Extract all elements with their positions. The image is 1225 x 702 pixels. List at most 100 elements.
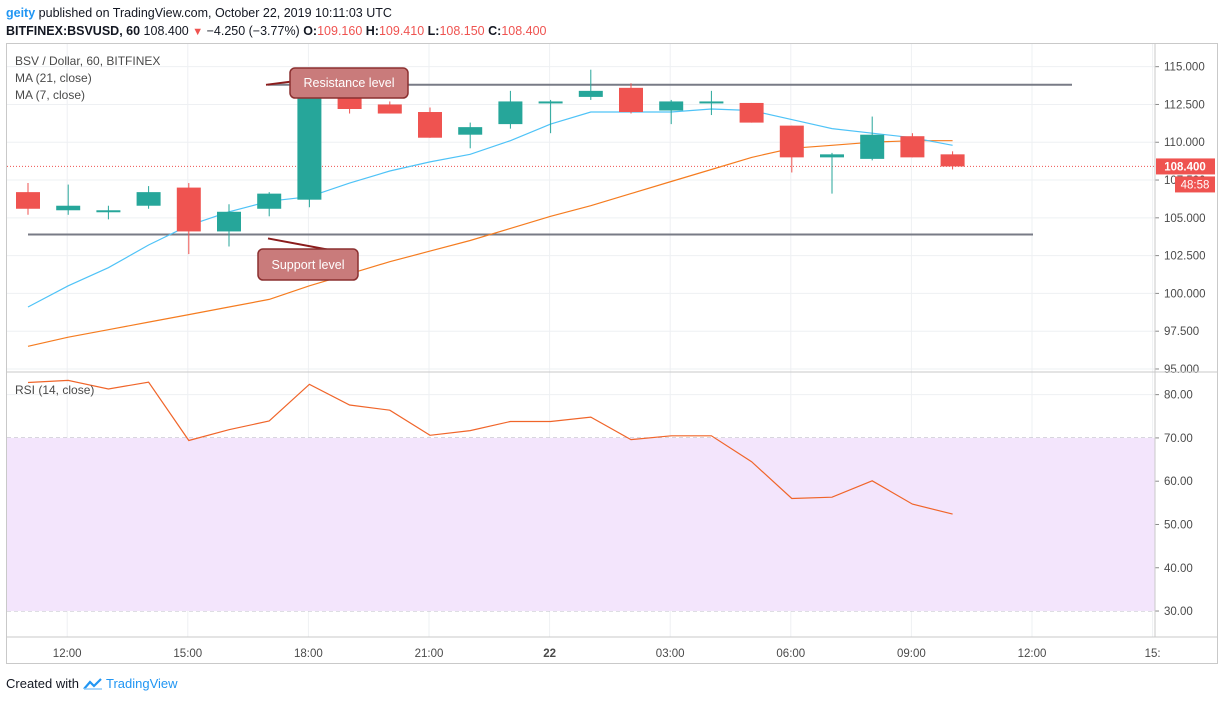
candle: [217, 204, 241, 247]
open-value: 109.160: [317, 24, 363, 38]
candle: [900, 133, 925, 158]
price-axis-label: 112.500: [1164, 99, 1205, 111]
footer: Created with TradingView: [6, 676, 178, 691]
candle: [176, 183, 201, 255]
legend-rsi: RSI (14, close): [15, 383, 94, 397]
time-axis-label: 15:: [1145, 648, 1161, 660]
low-label: L:: [427, 24, 440, 38]
candle-body: [820, 154, 844, 158]
resistance-callout[interactable]: [289, 67, 409, 99]
candle: [136, 186, 161, 209]
tradingview-link[interactable]: TradingView: [83, 676, 178, 691]
close-value: 108.400: [501, 24, 547, 38]
candle-body: [538, 101, 563, 104]
candle: [56, 184, 81, 215]
tradingview-logo-icon: [83, 677, 102, 690]
price-axis-label: 110.000: [1164, 137, 1205, 149]
rsi-axis-label: 70.00: [1164, 433, 1193, 445]
time-axis-label: 22: [543, 648, 556, 660]
candle-body: [458, 127, 483, 135]
price-axis-label: 100.000: [1164, 288, 1206, 300]
last-price-tag-text: 108.400: [1164, 161, 1206, 173]
candle-body: [377, 104, 402, 114]
candle-body: [297, 87, 322, 200]
time-axis-label: 09:00: [897, 648, 926, 660]
candle: [699, 90, 724, 116]
time-axis-label: 06:00: [776, 648, 805, 660]
resistance-label: Resistance level: [303, 76, 394, 90]
candle: [538, 99, 563, 134]
candle: [16, 183, 40, 215]
candles-layer: [16, 69, 965, 255]
candle-body: [257, 193, 282, 209]
candle: [779, 125, 804, 173]
price-axis-label: 105.000: [1164, 213, 1206, 225]
legend-title: BSV / Dollar, 60, BITFINEX: [15, 54, 160, 68]
price-axis-label: 115.000: [1164, 62, 1205, 74]
time-axis-label: 18:00: [294, 648, 323, 660]
high-label: H:: [365, 24, 379, 38]
rsi-axis-label: 80.00: [1164, 390, 1193, 402]
candle-body: [699, 101, 724, 104]
rsi-axis-label: 40.00: [1164, 563, 1193, 575]
support-callout[interactable]: [257, 248, 359, 281]
axes-layer: 12:00 15:00 18:00 21:00 22 03:00 06:00 09:00 12:…: [7, 44, 1217, 660]
price-axis-label: 97.500: [1164, 326, 1199, 338]
candle-body: [418, 112, 442, 138]
last-price: 108.400: [143, 24, 189, 38]
close-label: C:: [488, 24, 502, 38]
candle: [418, 107, 442, 138]
candle: [619, 83, 643, 114]
publish-header: geity published on TradingView.com, Octo…: [6, 4, 547, 41]
rsi-band: [7, 437, 1155, 612]
last-price-tag: [1156, 158, 1215, 175]
candle: [739, 102, 764, 123]
published-text: published on TradingView.com, October 22…: [38, 6, 392, 20]
callouts-layer: Resistance level Support level: [257, 67, 409, 281]
time-axis-label: 12:00: [1018, 648, 1047, 660]
rsi-axis-label: 30.00: [1164, 606, 1193, 618]
open-label: O:: [303, 24, 318, 38]
author-link[interactable]: geity: [6, 6, 36, 20]
legend-ma21: MA (21, close): [15, 71, 92, 85]
candle-body: [16, 192, 40, 209]
support-label: Support level: [272, 258, 345, 272]
candle-body: [779, 125, 804, 158]
rsi-axis-label: 60.00: [1164, 476, 1193, 488]
price-change: −4.250 (−3.77%): [206, 24, 300, 38]
candle-body: [136, 192, 161, 206]
support-pointer: [267, 237, 331, 251]
candle-body: [176, 187, 201, 232]
time-axis-label: 12:00: [53, 648, 82, 660]
rsi-axis-label: 50.00: [1164, 519, 1193, 531]
candle-body: [56, 205, 81, 211]
time-axis-label: 21:00: [415, 648, 444, 660]
candle-body: [739, 102, 764, 123]
candle: [377, 101, 402, 114]
candle-body: [217, 211, 241, 232]
candle: [297, 81, 322, 208]
candle: [257, 192, 282, 217]
legend-ma7: MA (7, close): [15, 88, 85, 102]
candle-body: [940, 154, 965, 167]
chart-frame: [6, 43, 1218, 664]
countdown-tag-text: 48:58: [1181, 179, 1210, 191]
candle-body: [619, 87, 643, 113]
high-value: 109.410: [378, 24, 425, 38]
candle-body: [900, 136, 925, 158]
ma7-line: [27, 108, 953, 308]
price-tags: 108.400 48:58: [1156, 158, 1215, 193]
candle: [860, 116, 885, 161]
chart-legend: BSV / Dollar, 60, BITFINEX MA (21, close…: [15, 54, 160, 397]
ma21-line: [27, 140, 953, 347]
candle-body: [578, 90, 603, 97]
candle-body: [659, 101, 684, 111]
time-axis-label: 03:00: [656, 648, 685, 660]
rsi-line: [27, 379, 953, 515]
tradingview-brand: TradingView: [105, 676, 178, 691]
publish-line: geity published on TradingView.com, Octo…: [6, 4, 547, 22]
down-arrow-icon: ▼: [192, 26, 204, 38]
candle: [96, 205, 121, 220]
candle: [659, 99, 684, 125]
